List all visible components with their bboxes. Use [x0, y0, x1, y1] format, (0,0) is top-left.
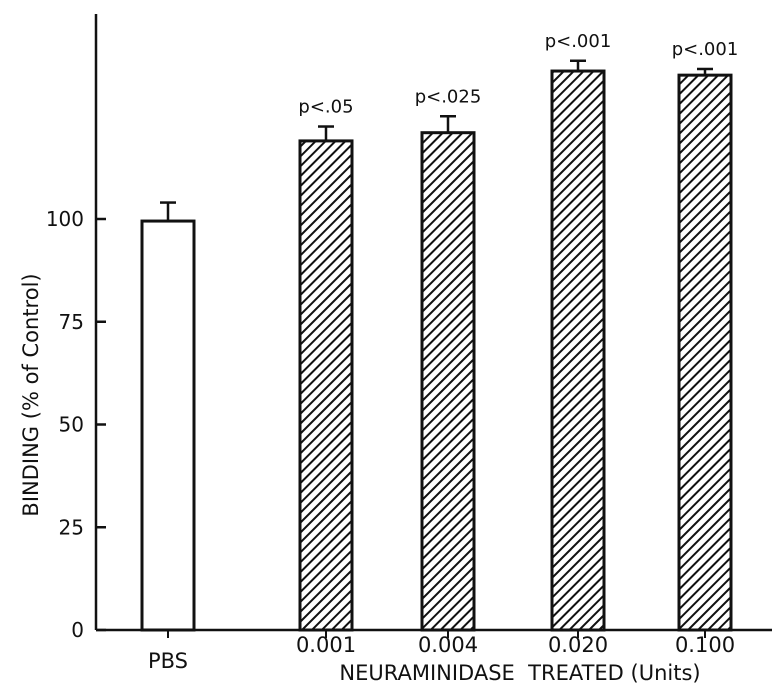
x-group-title: NEURAMINIDASE TREATED (Units)	[339, 661, 700, 685]
y-axis-title: BINDING (% of Control)	[19, 273, 43, 516]
category-label: 0.004	[418, 633, 478, 657]
y-tick-label: 50	[59, 413, 84, 437]
category-label: PBS	[148, 649, 188, 673]
category-label: 0.100	[675, 633, 735, 657]
significance-label: p<.001	[672, 39, 739, 60]
significance-label: p<.001	[545, 31, 612, 52]
bar	[420, 131, 476, 632]
significance-label: p<.05	[298, 97, 353, 118]
bar	[140, 219, 196, 632]
category-label: 0.001	[296, 633, 356, 657]
y-tick-label: 75	[59, 310, 84, 334]
category-label: 0.020	[548, 633, 608, 657]
y-tick-label: 100	[46, 207, 84, 231]
y-tick-label: 0	[71, 618, 84, 642]
bar	[550, 69, 606, 632]
y-tick-label: 25	[59, 515, 84, 539]
bar	[298, 139, 354, 632]
significance-label: p<.025	[415, 86, 482, 107]
bar	[677, 73, 733, 632]
